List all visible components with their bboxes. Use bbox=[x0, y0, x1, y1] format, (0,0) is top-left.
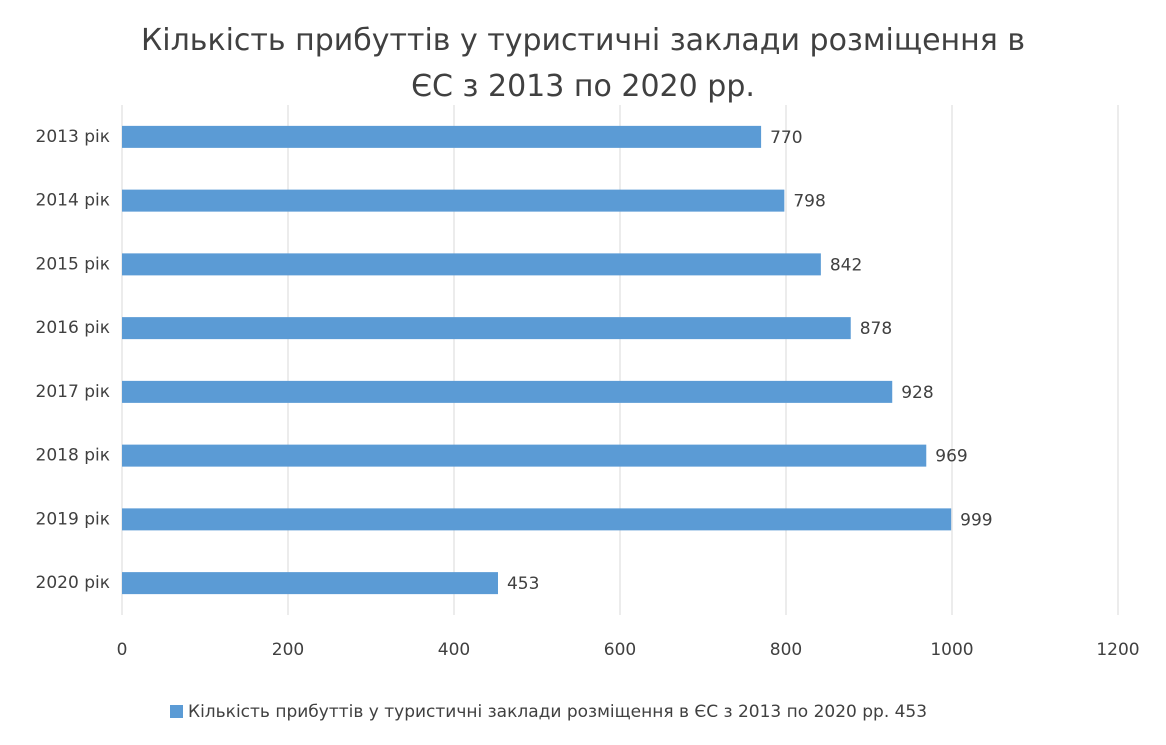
bar bbox=[122, 126, 761, 148]
y-tick-label: 2018 рік bbox=[36, 446, 110, 466]
y-tick-label: 2019 рік bbox=[36, 509, 110, 529]
data-label: 999 bbox=[960, 510, 992, 530]
data-label: 878 bbox=[860, 319, 892, 339]
bar bbox=[122, 508, 951, 530]
y-tick-label: 2016 рік bbox=[36, 318, 110, 338]
bar bbox=[122, 381, 892, 403]
data-label: 842 bbox=[830, 255, 862, 275]
y-tick-label: 2014 рік bbox=[36, 191, 110, 211]
bar bbox=[122, 445, 926, 467]
chart-title: Кількість прибуттів у туристичні заклади… bbox=[133, 18, 1033, 110]
x-tick-label: 800 bbox=[770, 640, 802, 660]
bar bbox=[122, 190, 784, 212]
x-tick-label: 400 bbox=[438, 640, 470, 660]
legend-swatch bbox=[170, 705, 183, 718]
chart-container: 0 200 400 600 800 1000 1200 2013 рік 770 2014 рік… bbox=[0, 0, 1166, 745]
data-label: 798 bbox=[793, 192, 825, 212]
legend-label: Кількість прибуттів у туристичні заклади… bbox=[188, 702, 927, 722]
x-tick-label: 1200 bbox=[1096, 640, 1139, 660]
y-tick-label: 2015 рік bbox=[36, 254, 110, 274]
x-tick-label: 200 bbox=[272, 640, 304, 660]
y-tick-label: 2017 рік bbox=[36, 382, 110, 402]
bar bbox=[122, 317, 851, 339]
chart: 0 200 400 600 800 1000 1200 2013 рік 770 2014 рік… bbox=[0, 0, 1166, 745]
data-label: 928 bbox=[901, 383, 933, 403]
bar bbox=[122, 572, 498, 594]
data-label: 969 bbox=[935, 447, 967, 467]
data-label: 770 bbox=[770, 128, 802, 148]
y-tick-label: 2020 рік bbox=[36, 573, 110, 593]
data-label: 453 bbox=[507, 574, 539, 594]
x-tick-label: 600 bbox=[604, 640, 636, 660]
bar bbox=[122, 253, 821, 275]
y-tick-label: 2013 рік bbox=[36, 127, 110, 147]
x-tick-label: 1000 bbox=[930, 640, 973, 660]
x-tick-label: 0 bbox=[117, 640, 128, 660]
